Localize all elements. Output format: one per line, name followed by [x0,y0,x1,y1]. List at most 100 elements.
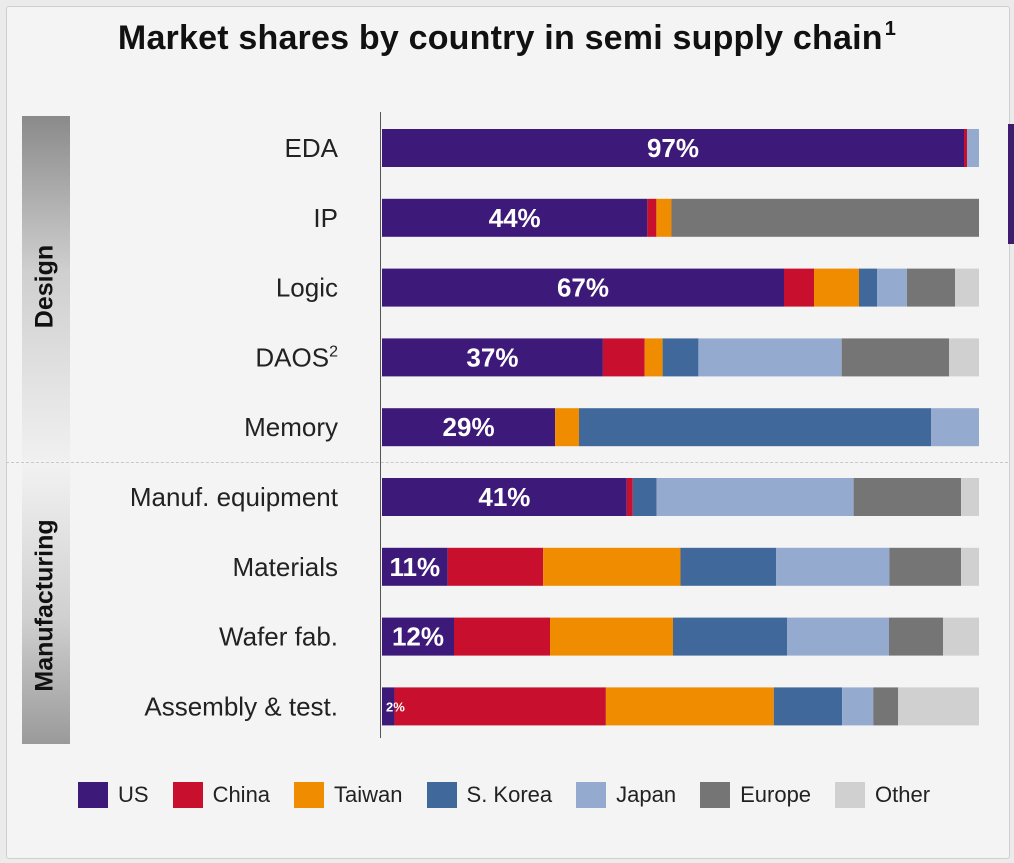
bar-daos-taiwan [644,338,663,377]
legend-item-taiwan: Taiwan [294,782,403,808]
data-label-materials: 11% [390,552,441,582]
bar-materials-us [382,547,448,586]
bar-wafer-fab-other [943,617,979,656]
bar-daos-s-korea [662,338,699,377]
legend-swatch-taiwan [294,782,325,808]
title-text: Market shares by country in semi supply … [117,19,883,57]
bar-ip-europe [671,198,979,237]
legend-item-japan: Japan [576,782,676,808]
group-divider [6,462,1008,463]
bar-wafer-fab-china [454,617,550,656]
legend-swatch-china [172,782,203,808]
legend-label-taiwan: Taiwan [334,782,403,807]
data-label-manuf-equipment: 41% [478,482,530,512]
bar-wafer-fab-japan [787,617,889,656]
bar-daos-europe [841,338,950,377]
bar-assembly-test-us [382,687,395,726]
bar-assembly-test-europe [873,687,899,726]
category-label-assembly-test: Assembly & test. [144,691,338,721]
bar-assembly-test-other [898,687,979,726]
edge-accent [1008,124,1014,244]
bar-ip-china [647,198,657,237]
bar-daos-other [949,338,979,377]
bar-logic-us [382,268,784,307]
legend-label-japan: Japan [616,782,677,807]
category-label-ip: IP [313,203,338,233]
legend-swatch-s-korea [426,782,457,808]
bar-logic-china [784,268,814,307]
legend-swatch-other [835,782,866,808]
bar-wafer-fab-s-korea [673,617,787,656]
bar-assembly-test-taiwan [605,687,774,726]
bar-wafer-fab-us [382,617,454,656]
legend: US China Taiwan S. Korea Japan Europe Ot… [78,778,930,812]
category-label-logic: Logic [276,273,338,303]
legend-label-china: China [212,782,271,807]
legend-label-europe: Europe [740,782,812,807]
data-label-daos: 37% [466,342,518,372]
bar-manuf-equipment-other [961,478,979,516]
bar-assembly-test-s-korea [773,687,843,726]
y-axis-line [380,112,381,738]
legend-item-china: China [172,782,271,808]
bar-materials-taiwan [543,547,681,586]
manufacturing-group-bar [22,462,70,744]
data-label-ip: 44% [489,203,541,233]
legend-swatch-europe [700,782,731,808]
legend-label-us: US [118,782,149,807]
bar-memory-taiwan [555,408,580,447]
bar-daos-us [382,338,603,377]
legend-label-s-korea: S. Korea [466,782,553,807]
bar-manuf-equipment-us [382,478,627,516]
bar-eda-china [964,129,967,167]
legend-label-other: Other [875,782,931,807]
bar-materials-china [447,547,544,586]
bar-logic-other [955,268,979,307]
category-footnote: 2 [329,343,338,360]
bar-manuf-equipment-europe [853,478,962,516]
bar-wafer-fab-europe [889,617,943,656]
bar-wafer-fab-taiwan [550,617,673,656]
bar-assembly-test-japan [842,687,874,726]
bar-manuf-equipment-china [626,478,633,516]
bar-manuf-equipment-s-korea [632,478,657,516]
category-label-manuf-equipment: Manuf. equipment [130,482,339,512]
bar-logic-japan [877,268,907,307]
data-label-memory: 29% [443,412,495,442]
bar-manuf-equipment-japan [656,478,854,516]
bar-eda-us [382,129,964,167]
legend-swatch-japan [576,782,607,808]
bar-logic-s-korea [859,268,877,307]
chart-title: Market shares by country in semi supply … [0,18,1014,58]
legend-swatch-us [78,782,108,808]
legend-item-s-korea: S. Korea [426,782,553,808]
category-label-daos: DAOS2 [255,342,338,372]
design-group-bar [22,116,70,461]
bar-materials-europe [889,547,962,586]
data-label-assembly-test: 2% [386,699,405,714]
bar-assembly-test-china [394,687,606,726]
category-label-eda: EDA [285,133,339,163]
bar-eda-japan [967,129,979,167]
legend-item-us: US [78,782,149,808]
bar-logic-europe [907,268,955,307]
data-label-wafer-fab: 12% [392,622,444,652]
bar-materials-other [961,547,979,586]
title-footnote: 1 [884,18,897,40]
data-label-eda: 97% [647,133,699,163]
bar-memory-us [382,408,556,447]
bar-ip-us [382,198,648,237]
bar-memory-japan [931,408,979,447]
data-label-logic: 67% [557,273,609,303]
bar-daos-china [602,338,645,377]
bar-materials-s-korea [680,547,777,586]
bar-ip-taiwan [656,198,672,237]
category-label-memory: Memory [244,412,338,442]
legend-item-europe: Europe [700,782,811,808]
bar-daos-japan [698,338,842,377]
bar-logic-taiwan [814,268,859,307]
legend-item-other: Other [835,782,930,808]
category-label-materials: Materials [233,552,338,582]
bar-memory-s-korea [579,408,932,447]
